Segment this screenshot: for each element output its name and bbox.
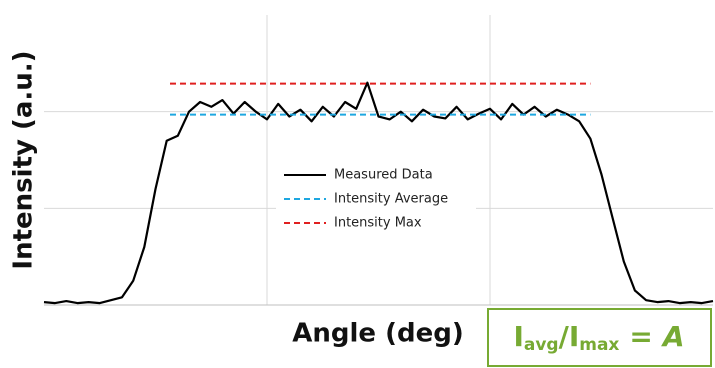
x-axis-label: Angle (deg) [292,319,463,349]
annotation-part: max [579,335,619,355]
legend-label: Intensity Average [334,192,448,207]
annotation-part: A [661,320,685,353]
annotation: Iavg/Imax = A [513,320,684,355]
annotation-box [487,308,712,367]
annotation-part: /I [559,320,580,353]
series-line [43,81,714,305]
y-axis-label: Intensity (a.u.) [9,50,39,269]
legend-label: Measured Data [334,168,433,183]
annotation-part: I [513,320,523,353]
plot: Measured Data Intensity Average Intensity … [43,15,714,306]
annotation-part: avg [524,335,559,355]
annotation-part: = [629,320,652,353]
legend-label: Intensity Max [334,216,422,231]
